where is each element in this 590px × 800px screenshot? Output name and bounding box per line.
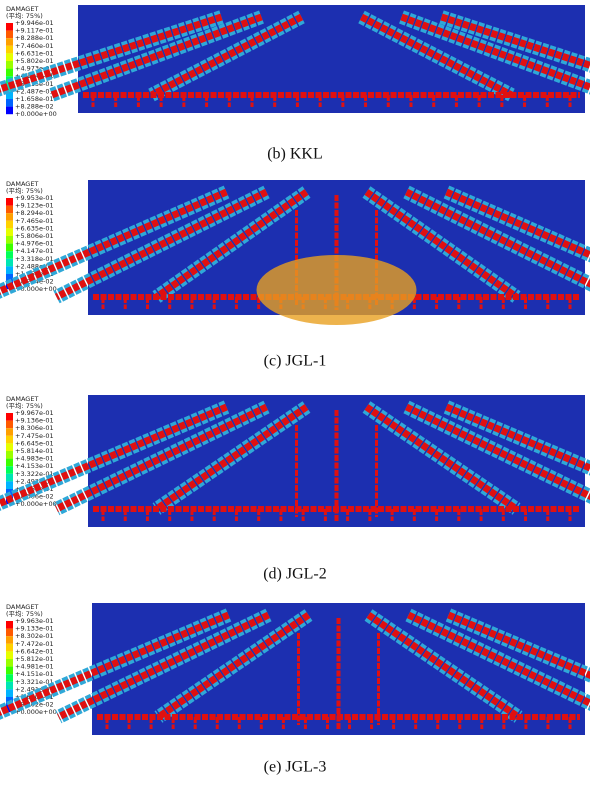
legend-swatch — [6, 23, 13, 31]
legend-swatch — [6, 53, 13, 61]
caption: (c) JGL-1 — [264, 353, 327, 370]
legend-swatch — [6, 31, 13, 39]
legend-swatch — [6, 198, 13, 206]
panel: DAMAGET(平均: 75%)+9.953e-01+9.123e-01+8.2… — [0, 180, 590, 370]
damage-zone — [257, 255, 417, 325]
legend-swatch — [6, 621, 13, 629]
legend-value: +0.000e+00 — [15, 110, 57, 118]
legend-swatch — [6, 206, 13, 214]
legend-swatch — [6, 428, 13, 436]
legend-swatch — [6, 421, 13, 429]
legend-swatch — [6, 644, 13, 652]
figure: DAMAGET(平均: 75%)+9.946e-01+9.117e-01+8.2… — [0, 0, 590, 800]
legend-swatch — [6, 413, 13, 421]
legend-swatch — [6, 651, 13, 659]
legend-swatch — [6, 213, 13, 221]
legend-swatch — [6, 682, 13, 690]
legend-swatch — [6, 259, 13, 267]
legend-swatch — [6, 674, 13, 682]
legend-swatch — [6, 107, 13, 115]
legend-swatch — [6, 38, 13, 46]
caption: (e) JGL-3 — [264, 759, 327, 776]
legend-swatch — [6, 667, 13, 675]
legend-swatch — [6, 236, 13, 244]
legend-swatch — [6, 251, 13, 259]
legend-swatch — [6, 474, 13, 482]
legend-swatch — [6, 61, 13, 69]
legend-swatch — [6, 69, 13, 77]
caption: (b) KKL — [267, 146, 323, 163]
legend-swatch — [6, 221, 13, 229]
legend-swatch — [6, 244, 13, 252]
legend-swatch — [6, 636, 13, 644]
legend-swatch — [6, 436, 13, 444]
legend-swatch — [6, 629, 13, 637]
panel: DAMAGET(平均: 75%)+9.946e-01+9.117e-01+8.2… — [0, 5, 590, 163]
legend-swatch — [6, 689, 13, 697]
legend-swatch — [6, 659, 13, 667]
legend-swatch — [6, 443, 13, 451]
panel: DAMAGET(平均: 75%)+9.967e-01+9.136e-01+8.3… — [0, 395, 590, 583]
legend-swatch — [6, 451, 13, 459]
caption: (d) JGL-2 — [263, 566, 327, 583]
legend-swatch — [6, 459, 13, 467]
legend-swatch — [6, 466, 13, 474]
legend-swatch — [6, 99, 13, 107]
legend-swatch — [6, 266, 13, 274]
legend-swatch — [6, 481, 13, 489]
legend-swatch — [6, 228, 13, 236]
legend-swatch — [6, 46, 13, 54]
panel: DAMAGET(平均: 75%)+9.963e-01+9.133e-01+8.3… — [0, 603, 590, 776]
